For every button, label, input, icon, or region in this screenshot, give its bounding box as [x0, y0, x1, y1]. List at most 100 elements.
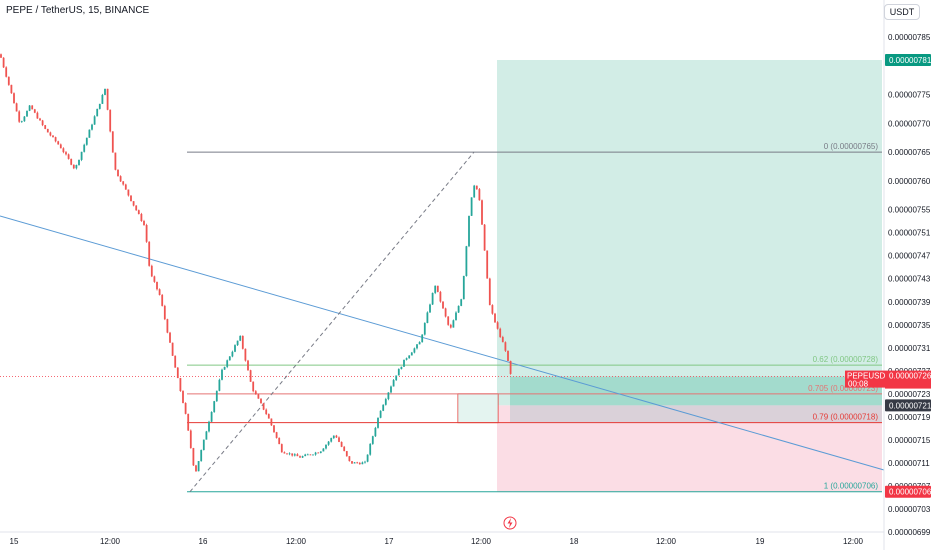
svg-text:PEPEUSDT: PEPEUSDT	[847, 372, 890, 381]
chart-title: PEPE / TetherUS, 15, BINANCE	[4, 5, 152, 16]
candle-body	[231, 351, 234, 357]
candle-body	[366, 454, 369, 462]
candle-body	[473, 185, 476, 198]
fib-label: 0.705 (0.00000723)	[808, 384, 878, 393]
candle-body	[15, 103, 18, 112]
candle-body	[340, 441, 343, 447]
candle-body	[62, 148, 65, 153]
candle-body	[283, 452, 286, 454]
candle-body	[2, 57, 5, 68]
candle-body	[239, 335, 242, 341]
candle-body	[195, 465, 197, 472]
candle-body	[223, 366, 226, 370]
candle-body	[296, 454, 299, 457]
x-tick-label: 19	[756, 537, 765, 546]
currency-button[interactable]: USDT	[884, 4, 920, 20]
x-tick-label: 15	[10, 537, 19, 546]
x-tick-label: 12:00	[471, 537, 492, 546]
x-tick-label: 16	[199, 537, 208, 546]
candle-body	[374, 427, 377, 437]
candle-body	[137, 210, 140, 214]
candle-body	[226, 360, 229, 367]
candle-body	[57, 141, 60, 145]
candle-body	[184, 402, 187, 414]
candle-body	[496, 322, 499, 329]
price-tag: 0.00000781	[885, 54, 932, 67]
candle-body	[457, 305, 460, 313]
candle-body	[338, 437, 340, 442]
candle-body	[449, 324, 452, 328]
candle-body	[88, 129, 91, 138]
candle-body	[202, 439, 205, 451]
candle-body	[187, 413, 190, 431]
candle-body	[262, 403, 265, 410]
candle-body	[353, 462, 356, 464]
candle-body	[205, 431, 208, 440]
candle-body	[293, 454, 296, 456]
candle-body	[371, 436, 374, 444]
x-tick-label: 17	[385, 537, 394, 546]
candle-body	[117, 169, 119, 177]
candle-body	[65, 152, 67, 155]
trend-line[interactable]	[0, 215, 885, 471]
y-tick-label: 0.00000711	[888, 459, 930, 468]
candle-body	[28, 105, 31, 111]
fib-label: 0.62 (0.00000728)	[813, 355, 879, 364]
candle-body	[221, 369, 223, 380]
candle-body	[192, 448, 195, 466]
candle-body	[31, 105, 34, 110]
candle-body	[452, 320, 455, 328]
y-tick-label: 0.00000760	[888, 177, 931, 186]
candle-body	[442, 301, 444, 309]
candle-body	[0, 54, 2, 58]
svg-text:0.00000781: 0.00000781	[889, 56, 932, 65]
candle-body	[104, 88, 106, 95]
candle-body	[364, 461, 366, 463]
candle-body	[161, 294, 164, 306]
candle-body	[486, 250, 489, 279]
candle-body	[52, 135, 54, 138]
fib-trendline[interactable]	[189, 151, 475, 493]
y-tick-label: 0.00000775	[888, 91, 931, 100]
candle-body	[390, 386, 392, 393]
price-axis[interactable]	[884, 0, 932, 550]
candle-body	[101, 94, 104, 104]
candle-body	[439, 291, 442, 302]
price-tag: 0.00000706	[885, 485, 932, 498]
candle-body	[507, 350, 509, 361]
candle-body	[408, 355, 411, 359]
y-tick-label: 0.00000731	[888, 344, 931, 353]
candle-body	[41, 120, 44, 126]
candle-body	[270, 418, 273, 426]
candle-body	[18, 111, 21, 122]
svg-text:0.00000706: 0.00000706	[889, 488, 932, 497]
candle-body	[114, 152, 117, 170]
y-tick-label: 0.00000739	[888, 298, 931, 307]
candle-body	[387, 392, 390, 400]
y-tick-label: 0.00000735	[888, 321, 931, 330]
fib-label: 0 (0.00000765)	[824, 142, 879, 151]
fib-label: 1 (0.00000706)	[824, 482, 879, 491]
candle-body	[418, 342, 421, 345]
candle-body	[179, 378, 182, 392]
candle-body	[7, 76, 10, 85]
fib-label: 0.79 (0.00000718)	[813, 413, 879, 422]
candle-body	[234, 345, 236, 352]
candle-body	[145, 225, 148, 242]
candle-body	[169, 332, 171, 343]
target-zone[interactable]	[497, 60, 882, 406]
candle-body	[332, 435, 335, 439]
y-tick-label: 0.00000747	[888, 252, 931, 261]
candle-body	[106, 88, 109, 110]
candle-body	[312, 454, 314, 456]
candle-body	[265, 409, 268, 415]
candle-body	[218, 379, 221, 391]
x-tick-label: 18	[570, 537, 579, 546]
lightning-icon[interactable]	[503, 516, 517, 530]
y-tick-label: 0.00000719	[888, 413, 931, 422]
candle-body	[156, 281, 158, 290]
candle-body	[91, 124, 93, 130]
position-progress	[510, 376, 882, 406]
